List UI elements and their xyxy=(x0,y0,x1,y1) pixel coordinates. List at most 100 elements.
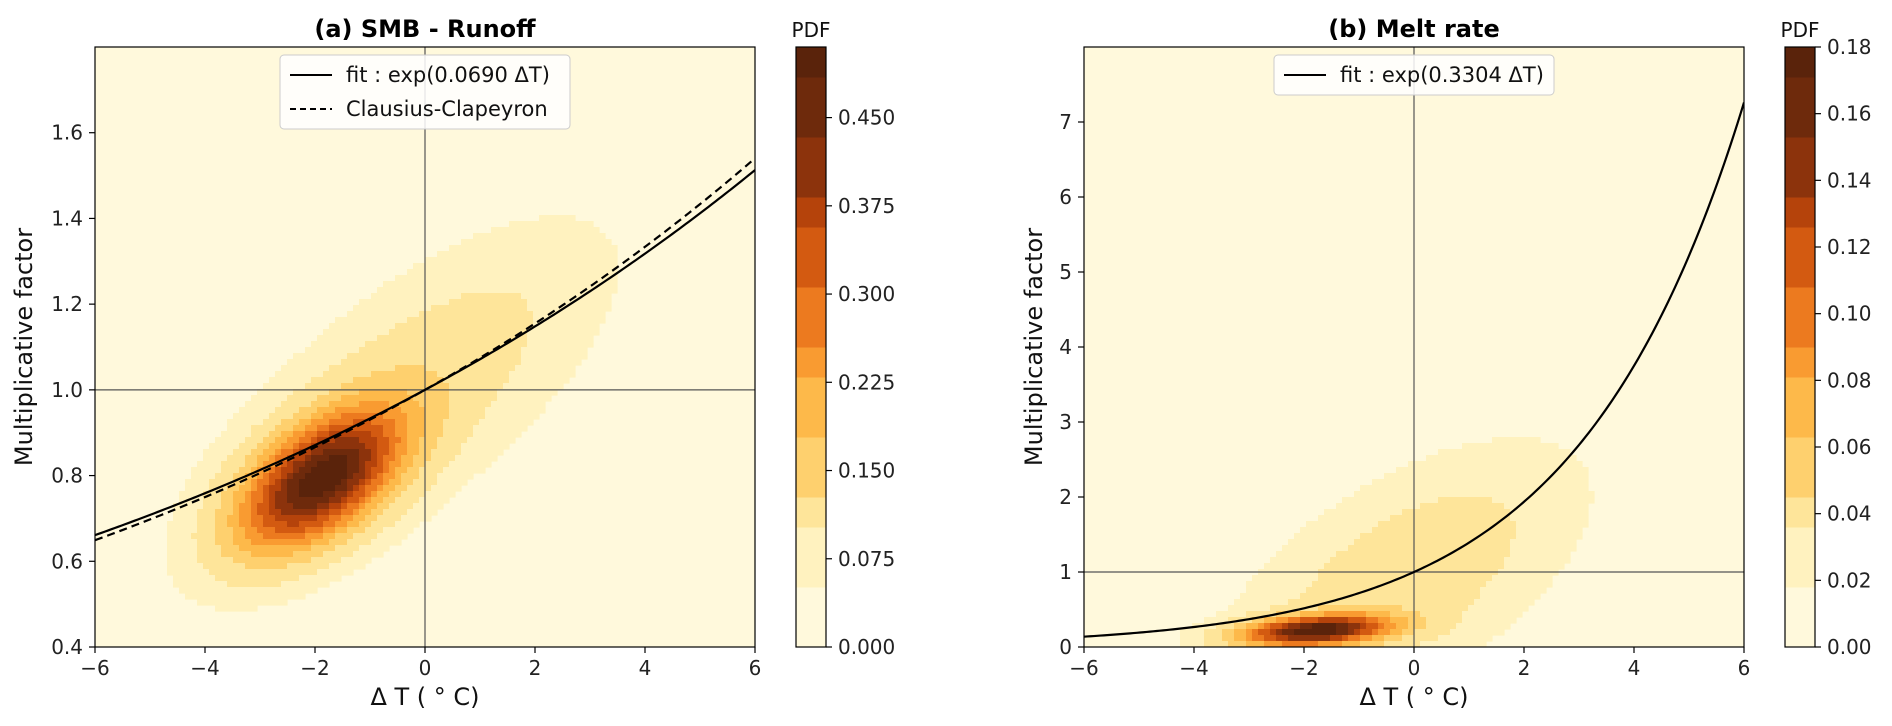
colorbar-band xyxy=(796,47,826,78)
colorbar-band xyxy=(1785,617,1815,648)
colorbar-band xyxy=(796,407,826,438)
density-cell xyxy=(1264,623,1271,630)
density-cell xyxy=(425,413,450,420)
density-cell xyxy=(395,473,402,480)
density-cell xyxy=(431,449,462,456)
density-cell xyxy=(233,509,240,516)
density-cell xyxy=(383,509,408,516)
colorbar-band xyxy=(1785,407,1815,438)
panel-b: −6 −4 −2 0 2 4 6 0 1 2 3 4 5 6 7 (b) Melt rate Δ T ( … xyxy=(1020,15,1872,711)
density-cell xyxy=(431,455,456,462)
density-cell xyxy=(419,497,450,504)
density-cell xyxy=(473,233,606,240)
density-cell xyxy=(407,509,438,516)
density-cell xyxy=(1246,611,1277,618)
density-cell xyxy=(329,401,360,408)
density-cell xyxy=(1318,515,1391,522)
density-cell xyxy=(1504,557,1571,564)
density-cell xyxy=(479,419,534,426)
density-cell xyxy=(353,515,366,522)
density-cell xyxy=(1510,545,1577,552)
y-tick-label: 6 xyxy=(1059,185,1072,209)
colorbar-band xyxy=(1785,527,1815,558)
density-cell xyxy=(377,437,390,444)
density-cell xyxy=(215,473,234,480)
density-cell xyxy=(191,467,222,474)
density-cell xyxy=(299,437,312,444)
density-cell xyxy=(323,329,390,336)
density-cell xyxy=(1336,551,1511,558)
density-cell xyxy=(1342,497,1439,504)
density-cell xyxy=(377,455,384,462)
panel-a-colorbar-ticks: 0.000 0.075 0.150 0.225 0.300 0.375 0.450 xyxy=(826,106,895,659)
density-cell xyxy=(449,407,486,414)
density-cell xyxy=(203,491,222,498)
colorbar-band xyxy=(1785,107,1815,138)
density-cell xyxy=(167,521,198,528)
density-cell xyxy=(263,533,306,540)
y-tick-label: 1.6 xyxy=(51,121,83,145)
density-cell xyxy=(1510,539,1577,546)
density-cell xyxy=(1510,515,1589,522)
density-cell xyxy=(245,533,264,540)
density-cell xyxy=(251,515,264,522)
density-cell xyxy=(329,425,384,432)
density-cell xyxy=(1288,539,1355,546)
density-cell xyxy=(395,449,408,456)
colorbar-band xyxy=(1785,317,1815,348)
density-cell xyxy=(347,485,354,492)
density-cell xyxy=(1216,611,1247,618)
density-cell xyxy=(359,497,366,504)
density-cell xyxy=(347,497,360,504)
density-cell xyxy=(1246,641,1265,647)
density-cell xyxy=(407,431,426,438)
density-cell xyxy=(353,485,360,492)
density-cell xyxy=(311,449,324,456)
density-cell xyxy=(203,563,246,570)
density-cell xyxy=(341,515,354,522)
colorbar-tick-label: 0.04 xyxy=(1827,502,1872,526)
density-cell xyxy=(1270,605,1319,612)
density-cell xyxy=(395,431,408,438)
density-cell xyxy=(269,431,282,438)
density-cell xyxy=(1294,629,1337,636)
x-tick-label: 4 xyxy=(639,656,652,680)
density-cell xyxy=(365,443,378,450)
density-cell xyxy=(395,425,408,432)
density-cell xyxy=(305,455,312,462)
density-cell xyxy=(1378,623,1385,630)
colorbar-band xyxy=(796,137,826,168)
panel-b-colorbar-title: PDF xyxy=(1781,18,1820,42)
density-cell xyxy=(1228,641,1247,647)
density-cell xyxy=(1312,623,1337,630)
density-cell xyxy=(509,221,594,228)
colorbar-tick-label: 0.375 xyxy=(838,194,895,218)
density-cell xyxy=(251,425,276,432)
density-cell xyxy=(1300,593,1481,600)
density-cell xyxy=(371,539,402,546)
colorbar-tick-label: 0.10 xyxy=(1827,302,1872,326)
density-cell xyxy=(233,497,246,504)
colorbar-tick-label: 0.225 xyxy=(838,370,895,394)
density-cell xyxy=(239,467,252,474)
density-cell xyxy=(299,479,342,486)
density-cell xyxy=(1288,599,1475,606)
density-cell xyxy=(257,509,270,516)
density-cell xyxy=(347,461,360,468)
density-cell xyxy=(245,563,288,570)
panel-a-colorbar: 0.000 0.075 0.150 0.225 0.300 0.375 0.450 PDF xyxy=(792,18,896,659)
panel-b-x-ticks: −6 −4 −2 0 2 4 6 xyxy=(1069,647,1750,680)
density-cell xyxy=(257,443,270,450)
density-cell xyxy=(251,509,258,516)
density-cell xyxy=(1204,635,1223,642)
density-cell xyxy=(179,491,204,498)
density-cell xyxy=(257,461,264,468)
density-cell xyxy=(383,527,414,534)
density-cell xyxy=(1246,587,1307,594)
density-cell xyxy=(317,395,342,402)
density-cell xyxy=(1264,617,1277,624)
colorbar-tick-label: 0.18 xyxy=(1827,35,1872,59)
density-cell xyxy=(509,377,570,384)
density-cell xyxy=(365,485,378,492)
density-cell xyxy=(1234,635,1247,642)
